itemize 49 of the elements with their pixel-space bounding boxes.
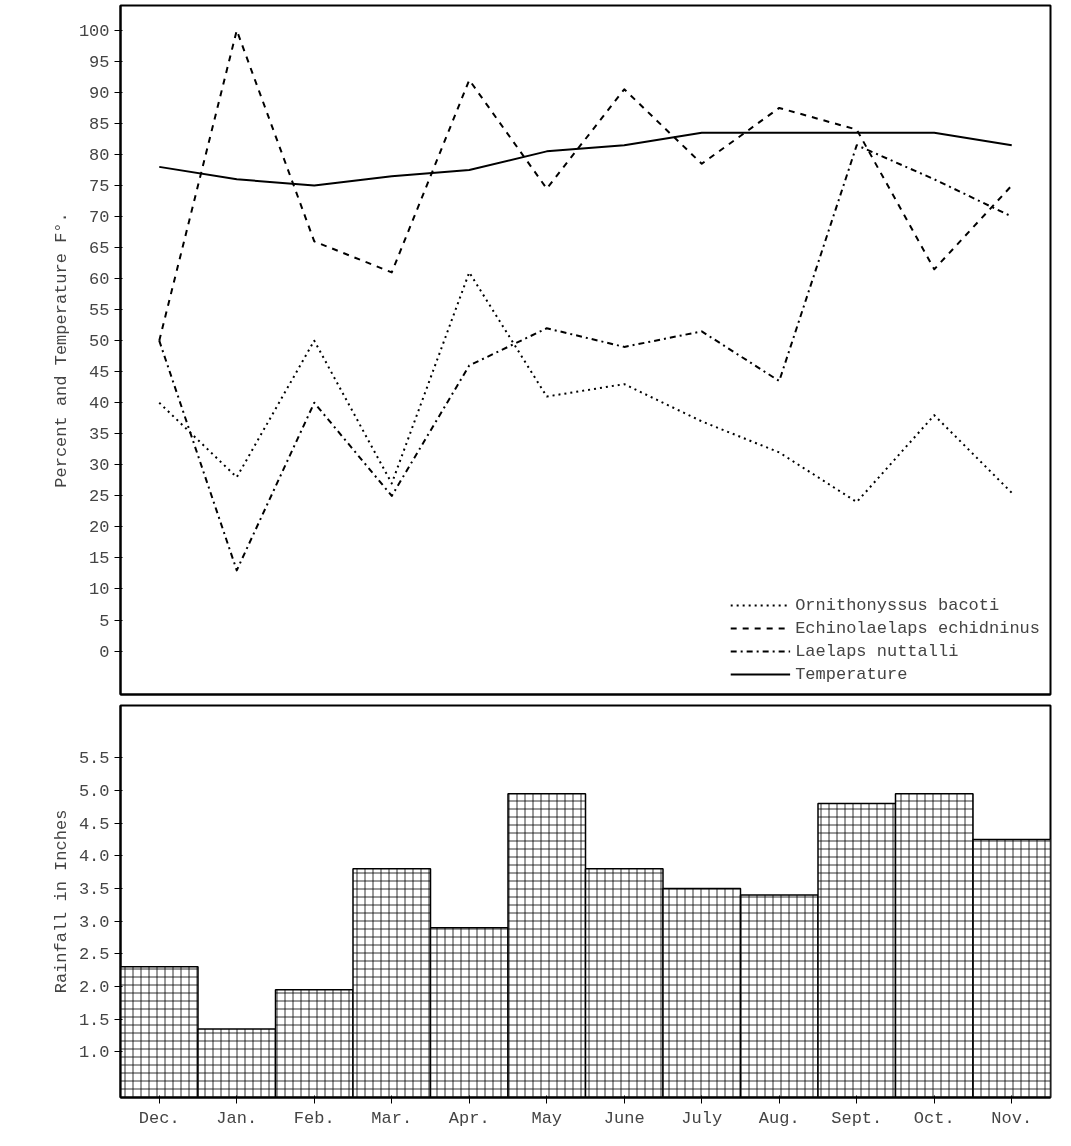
y-tick-label: 20 (89, 518, 110, 538)
y-tick-label: 80 (89, 145, 110, 165)
y-tick-label: 60 (89, 270, 110, 290)
y-tick-label: 5.0 (78, 781, 110, 801)
y-tick-label: 4.5 (78, 814, 110, 834)
y-tick-label: 65 (89, 239, 110, 259)
x-tick-label: May (531, 1108, 563, 1128)
y-axis-title: Percent and Temperature F°. (51, 212, 71, 488)
y-tick-label: 50 (89, 332, 110, 352)
y-tick-label: 4.0 (78, 847, 110, 867)
y-tick-label: 55 (89, 301, 110, 321)
y-tick-label: 70 (89, 208, 110, 228)
legend-label: Ornithonyssus bacoti (795, 595, 1000, 615)
y-tick-label: 0 (99, 642, 110, 662)
y-tick-label: 40 (89, 394, 110, 414)
y-tick-label: 90 (89, 83, 110, 103)
x-tick-label: June (603, 1108, 645, 1128)
y-tick-label: 25 (89, 487, 110, 507)
y-tick-label: 85 (89, 114, 110, 134)
x-tick-label: Oct. (913, 1108, 955, 1128)
x-tick-label: Aug. (758, 1108, 800, 1128)
y-tick-label: 95 (89, 52, 110, 72)
x-tick-label: Apr. (448, 1108, 490, 1128)
y-tick-label: 1.0 (78, 1043, 110, 1063)
y-tick-label: 75 (89, 177, 110, 197)
legend-label: Echinolaelaps echidninus (795, 618, 1040, 638)
y-tick-label: 30 (89, 456, 110, 476)
legend-label: Temperature (795, 664, 908, 684)
y-tick-label: 100 (78, 21, 110, 41)
y-tick-label: 45 (89, 363, 110, 383)
x-tick-label: Mar. (371, 1108, 413, 1128)
x-tick-label: Dec. (138, 1108, 180, 1128)
x-tick-label: July (681, 1108, 723, 1128)
x-tick-label: Sept. (831, 1108, 883, 1128)
x-tick-label: Jan. (216, 1108, 258, 1128)
y-tick-label: 3.5 (78, 879, 110, 899)
legend-label: Laelaps nuttalli (795, 641, 959, 661)
x-tick-label: Nov. (991, 1108, 1033, 1128)
y-tick-label: 2.0 (78, 977, 110, 997)
y-tick-label: 35 (89, 425, 110, 445)
x-tick-label: Feb. (293, 1108, 335, 1128)
y-tick-label: 15 (89, 549, 110, 569)
y-tick-label: 5 (99, 611, 110, 631)
y-tick-label: 5.5 (78, 749, 110, 769)
y-tick-label: 10 (89, 580, 110, 600)
y-tick-label: 2.5 (78, 945, 110, 965)
y-tick-label: 1.5 (78, 1010, 110, 1030)
y-axis-title: Rainfall in Inches (51, 809, 71, 994)
y-tick-label: 3.0 (78, 912, 110, 932)
